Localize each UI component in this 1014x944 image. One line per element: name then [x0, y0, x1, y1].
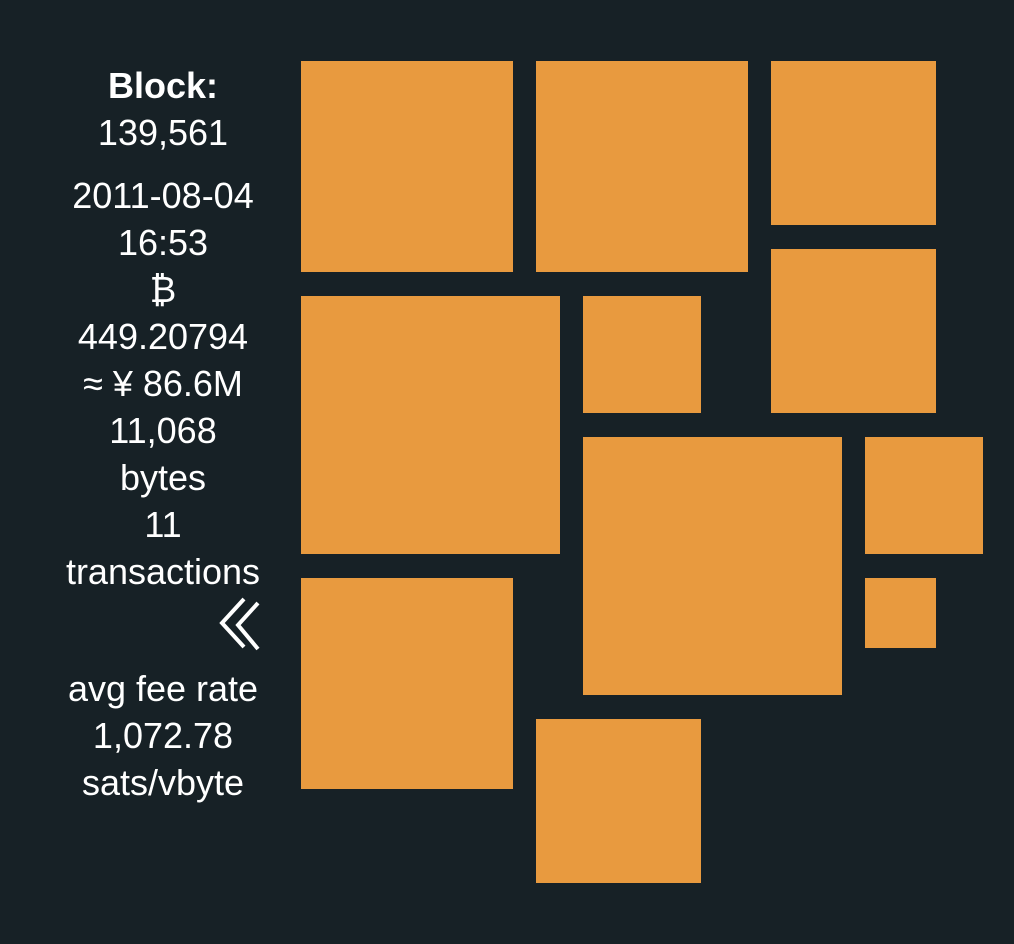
navigation-row: [30, 595, 296, 665]
transaction-block[interactable]: [536, 61, 748, 272]
block-size-value: 11,068: [109, 410, 217, 451]
block-total-btc: 449.20794: [77, 316, 249, 357]
transaction-block[interactable]: [301, 61, 513, 272]
block-size-unit: bytes: [119, 457, 207, 498]
transaction-block[interactable]: [865, 578, 936, 648]
block-tx-count: 11: [144, 504, 182, 545]
avg-fee-value: 1,072.78: [92, 715, 234, 756]
transaction-block[interactable]: [771, 61, 936, 225]
block-date: 2011-08-04: [72, 175, 254, 216]
transaction-block[interactable]: [301, 578, 513, 789]
block-fiat-value: ≈ ¥ 86.6M: [83, 363, 243, 404]
transaction-block[interactable]: [583, 296, 701, 413]
transaction-block[interactable]: [771, 249, 936, 413]
block-tx-unit: transactions: [65, 551, 261, 592]
block-time: 16:53: [117, 222, 209, 263]
avg-fee-label: avg fee rate: [67, 668, 259, 709]
transaction-block[interactable]: [583, 437, 842, 695]
block-info-panel: Block: 139,561 2011-08-04 16:53 ₿ 449.20…: [30, 62, 296, 806]
previous-block-button[interactable]: [218, 595, 270, 655]
block-label: Block:: [107, 65, 219, 106]
transaction-block[interactable]: [865, 437, 983, 554]
avg-fee-unit: sats/vbyte: [81, 762, 245, 803]
transaction-block[interactable]: [536, 719, 701, 883]
transaction-block[interactable]: [301, 296, 560, 554]
chevron-double-left-icon: [219, 597, 260, 651]
bitcoin-symbol: ₿: [149, 269, 177, 310]
block-height: 139,561: [97, 112, 229, 153]
